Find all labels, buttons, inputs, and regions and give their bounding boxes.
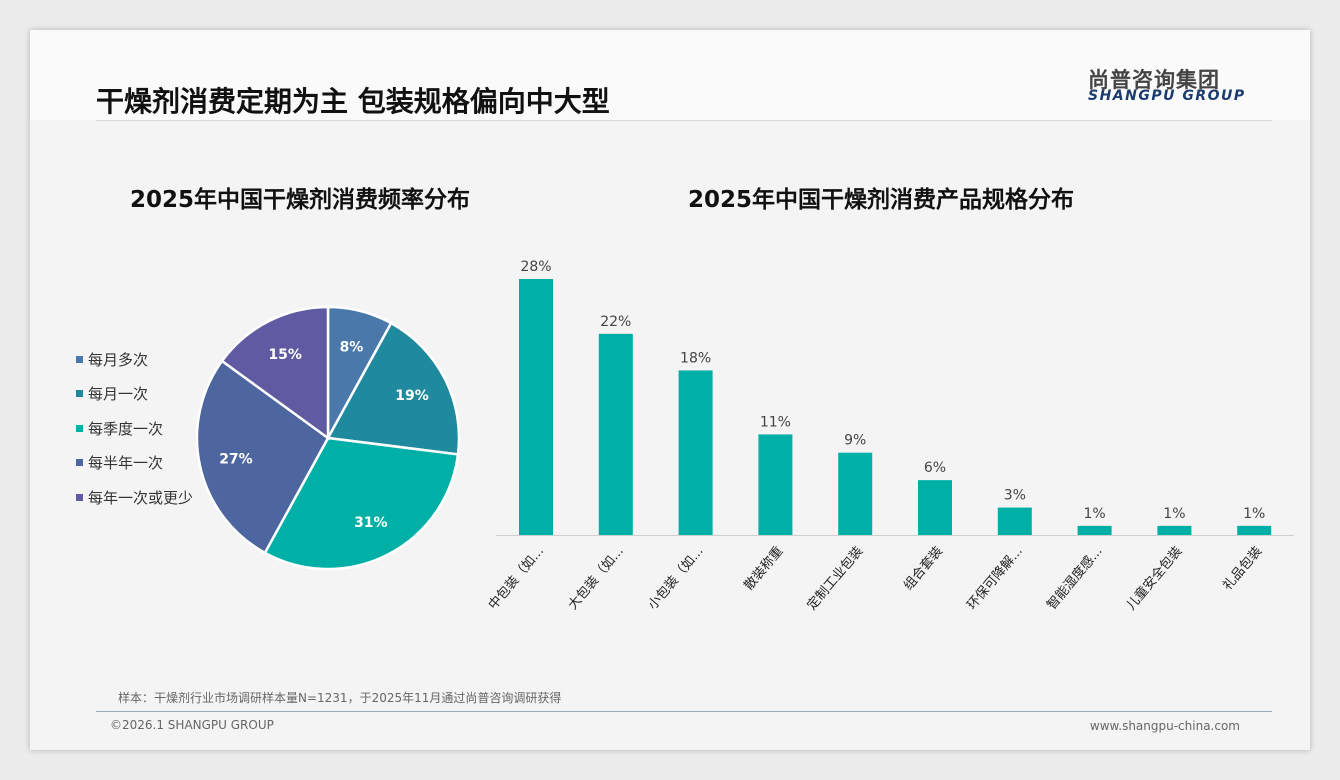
- bar-data-label: 1%: [1163, 506, 1185, 522]
- legend-swatch: [76, 424, 83, 432]
- x-tick-label: 大包装（如...: [565, 543, 627, 613]
- x-tick-label: 散装称重: [741, 543, 787, 593]
- legend-swatch: [76, 459, 83, 467]
- logo-en: SHANGPU GROUP: [1088, 88, 1246, 104]
- x-tick-label: 组合套装: [900, 543, 946, 593]
- bar-data-label: 22%: [600, 314, 631, 330]
- pie-data-label: 15%: [268, 347, 302, 363]
- website-link[interactable]: www.shangpu-china.com: [1089, 719, 1240, 733]
- footer-divider: [96, 711, 1272, 712]
- legend-item: 每年一次或更少: [76, 480, 193, 515]
- copyright: ©2026.1 SHANGPU GROUP: [110, 718, 274, 732]
- bar-data-label: 18%: [680, 350, 711, 366]
- bar: [918, 480, 952, 535]
- pie-slice: [326, 321, 461, 456]
- x-tick-label: 礼品包装: [1220, 543, 1266, 593]
- bar-data-label: 1%: [1083, 506, 1105, 522]
- pie-data-label: 31%: [354, 515, 388, 531]
- pie-slice: [195, 359, 330, 555]
- legend-label: 每季度一次: [88, 419, 164, 438]
- charts-svg: 8% 19% 31% 27% 15% 28% 中包装（如... 22% 大包装（如... 18% 小…: [195, 259, 1294, 613]
- bar: [1237, 525, 1272, 535]
- legend-label: 每半年一次: [88, 454, 164, 473]
- bar-title: 2025年中国干燥剂消费产品规格分布: [688, 187, 1075, 213]
- page-title: 干燥剂消费定期为主 包装规格偏向中大型: [96, 85, 610, 118]
- bar-data-label: 3%: [1004, 488, 1026, 504]
- legend-swatch: [76, 493, 83, 501]
- x-tick-label: 智能湿度感...: [1044, 543, 1106, 613]
- slide: 干燥剂消费定期为主 包装规格偏向中大型 尚普咨询集团 SHANGPU GROUP…: [30, 30, 1310, 750]
- divider: [96, 120, 1272, 121]
- legend-swatch: [76, 390, 83, 398]
- legend-label: 每年一次或更少: [88, 488, 194, 507]
- pie-title: 2025年中国干燥剂消费频率分布: [130, 187, 471, 213]
- pie-data-label: 19%: [395, 388, 429, 404]
- x-tick-label: 中包装（如...: [485, 543, 547, 613]
- legend-item: 每季度一次: [76, 411, 193, 446]
- logo-cn: 尚普咨询集团: [1088, 68, 1220, 92]
- bar: [1157, 525, 1192, 535]
- bar: [997, 507, 1032, 535]
- bar: [678, 370, 713, 535]
- bar: [598, 333, 633, 535]
- pie-slice: [220, 305, 330, 441]
- x-tick-label: 定制工业包装: [805, 544, 867, 613]
- legend-label: 每月多次: [88, 350, 149, 369]
- x-tick-label: 儿童安全包装: [1123, 543, 1185, 613]
- pie-legend: 每月多次每月一次每季度一次每半年一次每年一次或更少: [76, 342, 193, 515]
- header: [30, 30, 1310, 120]
- pie-slice: [263, 436, 460, 571]
- legend-label: 每月一次: [88, 385, 149, 404]
- bar: [838, 452, 873, 535]
- bar: [519, 279, 553, 535]
- legend-item: 每半年一次: [76, 446, 193, 481]
- bar-data-label: 11%: [760, 414, 791, 430]
- bar-data-label: 9%: [844, 433, 866, 449]
- x-tick-label: 小包装（如...: [645, 543, 707, 613]
- sample-note: 样本：干燥剂行业市场调研样本量N=1231，于2025年11月通过尚普咨询调研获…: [118, 691, 562, 705]
- bar-data-label: 6%: [924, 460, 946, 476]
- pie-data-label: 8%: [340, 340, 364, 356]
- bar-data-label: 28%: [520, 259, 551, 275]
- bar: [758, 434, 793, 535]
- bar: [1077, 525, 1112, 535]
- legend-item: 每月多次: [76, 342, 193, 377]
- legend-item: 每月一次: [76, 377, 193, 412]
- legend-swatch: [76, 355, 83, 363]
- pie-data-label: 27%: [219, 452, 253, 468]
- x-tick-label: 环保可降解...: [965, 544, 1026, 613]
- bar-data-label: 1%: [1243, 506, 1265, 522]
